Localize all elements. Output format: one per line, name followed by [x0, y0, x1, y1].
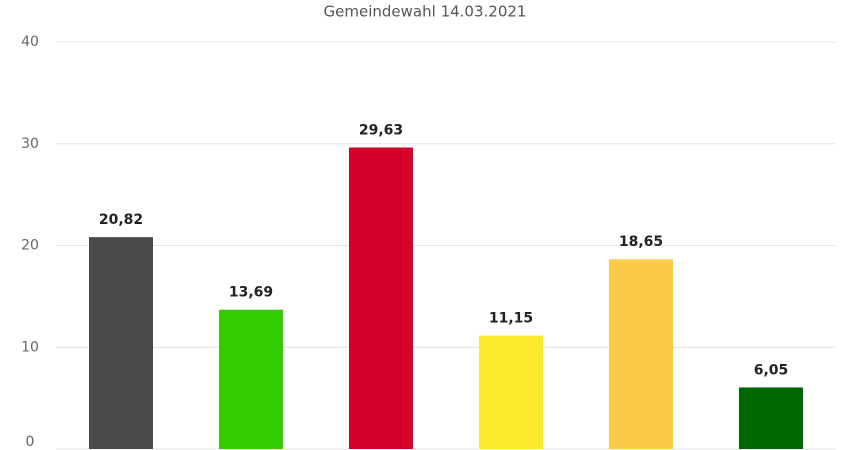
data-label: 20,82 [99, 212, 143, 228]
y-tick-label: 20 [21, 238, 39, 254]
y-tick-label: 10 [21, 339, 39, 355]
data-label: 11,15 [489, 311, 533, 327]
bar [479, 335, 543, 449]
chart-title: Gemeindewahl 14.03.2021 [324, 3, 527, 21]
data-label: 6,05 [754, 362, 789, 378]
y-tick-label: 40 [21, 34, 39, 50]
data-label: 29,63 [359, 123, 403, 139]
bar [349, 147, 413, 449]
y-tick-label: 0 [26, 434, 35, 450]
data-label: 13,69 [229, 285, 273, 301]
y-tick-label: 30 [21, 136, 39, 152]
bar [89, 237, 153, 449]
bar [739, 387, 803, 449]
bar [219, 309, 283, 449]
data-label: 18,65 [619, 234, 663, 250]
bar [609, 259, 673, 449]
